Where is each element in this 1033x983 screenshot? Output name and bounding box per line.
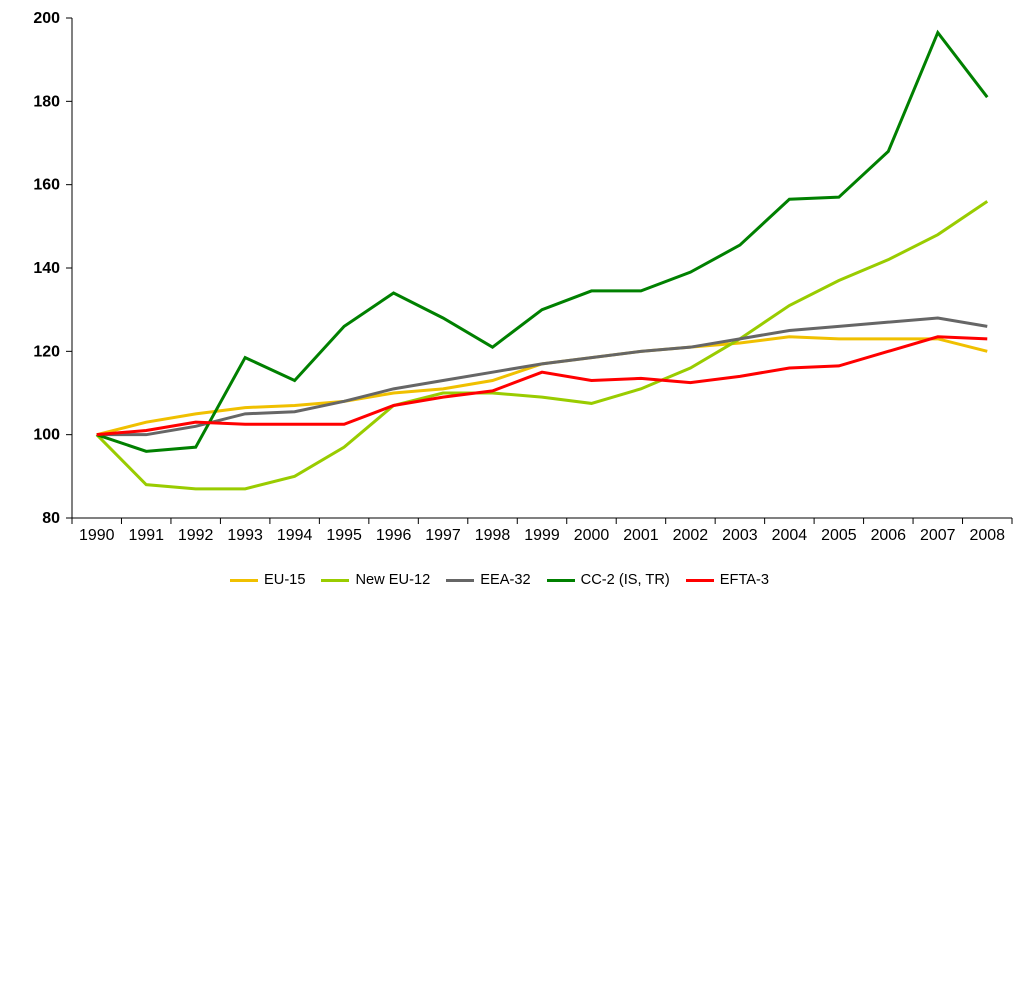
y-tick-label: 100	[33, 427, 60, 444]
x-tick-label: 2005	[821, 527, 857, 544]
x-tick-label: 1992	[178, 527, 214, 544]
x-tick-label: 1993	[227, 527, 263, 544]
legend-swatch	[321, 579, 349, 582]
x-tick-label: 1996	[376, 527, 412, 544]
x-tick-label: 2007	[920, 527, 956, 544]
y-tick-label: 120	[33, 343, 60, 360]
chart-svg: 80 100 120 140 160 180 200 1990 1991 1992 1993 1994…	[0, 0, 1033, 983]
legend-label: New EU-12	[355, 572, 430, 588]
x-tick-label: 2000	[574, 527, 610, 544]
series-line	[97, 201, 988, 489]
y-tick-label: 160	[33, 177, 60, 194]
legend-label: EFTA-3	[720, 572, 769, 588]
y-tick-label: 80	[42, 510, 60, 527]
x-tick-label: 2008	[970, 527, 1006, 544]
series-line	[97, 318, 988, 435]
x-tick-label: 1994	[277, 527, 313, 544]
legend-item: New EU-12	[321, 572, 430, 588]
line-chart: 80 100 120 140 160 180 200 1990 1991 1992 1993 1994…	[0, 0, 1033, 983]
x-tick-label: 1995	[326, 527, 362, 544]
legend-label: CC-2 (IS, TR)	[581, 572, 670, 588]
y-tick-label: 140	[33, 260, 60, 277]
x-tick-label: 1997	[425, 527, 461, 544]
legend-label: EEA-32	[480, 572, 530, 588]
legend-item: EU-15	[230, 572, 305, 588]
legend-item: EFTA-3	[686, 572, 769, 588]
x-tick-label: 1999	[524, 527, 560, 544]
x-tick-label: 1998	[475, 527, 511, 544]
legend-label: EU-15	[264, 572, 305, 588]
series-line	[97, 33, 988, 452]
legend-swatch	[446, 579, 474, 582]
x-tick-label: 2004	[772, 527, 808, 544]
x-tick-label: 1990	[79, 527, 115, 544]
y-tick-label: 180	[33, 93, 60, 110]
x-tick-label: 2001	[623, 527, 659, 544]
x-tick-label: 2006	[871, 527, 907, 544]
legend-swatch	[547, 579, 575, 582]
x-tick-label: 1991	[128, 527, 164, 544]
legend-item: EEA-32	[446, 572, 530, 588]
legend-swatch	[686, 579, 714, 582]
y-tick-label: 200	[33, 10, 60, 27]
legend-item: CC-2 (IS, TR)	[547, 572, 670, 588]
x-tick-label: 2002	[673, 527, 709, 544]
x-tick-label: 2003	[722, 527, 758, 544]
chart-legend: EU-15 New EU-12 EEA-32 CC-2 (IS, TR) EFTA-3	[230, 572, 769, 588]
legend-swatch	[230, 579, 258, 582]
